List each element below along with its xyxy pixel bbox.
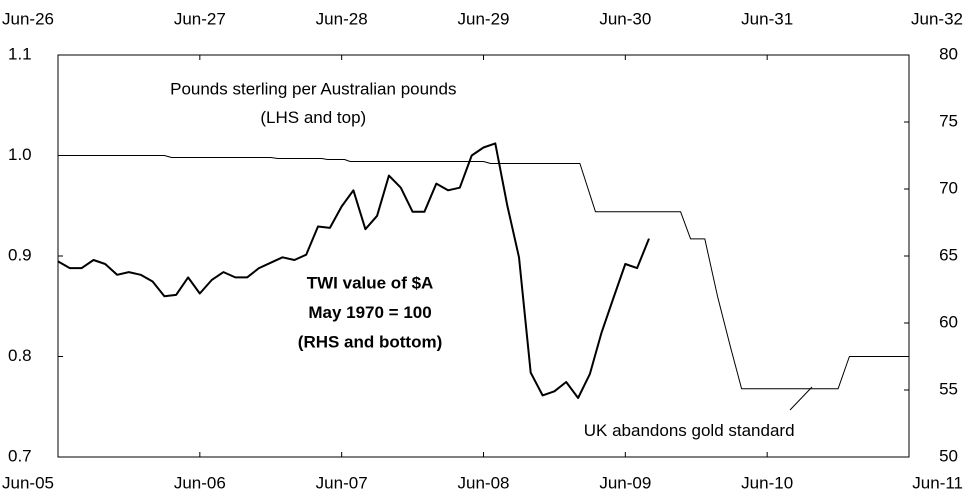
annotation: (LHS and top)	[260, 108, 366, 127]
plot-frame	[57, 54, 910, 458]
x-tick-label: Jun-09	[599, 473, 651, 492]
annotation: TWI value of $A	[307, 274, 434, 293]
x-tick-label: Jun-05	[2, 473, 54, 492]
annotation: (RHS and bottom)	[298, 333, 442, 352]
series-line	[57, 142, 650, 399]
x2-tick-label: Jun-26	[2, 9, 54, 28]
annotation: UK abandons gold standard	[584, 421, 795, 440]
y-tick-label: 0.8	[8, 346, 32, 365]
x2-tick-label: Jun-32	[911, 9, 963, 28]
x2-tick-label: Jun-31	[741, 9, 793, 28]
y2-tick-label: 80	[939, 44, 958, 63]
x2-tick-label: Jun-29	[458, 9, 510, 28]
x2-tick-label: Jun-28	[316, 9, 368, 28]
annotation-pointer	[789, 386, 813, 411]
y2-tick-label: 55	[939, 379, 958, 398]
x-tick-label: Jun-06	[174, 473, 226, 492]
y2-tick-label: 75	[939, 111, 958, 130]
y-tick-label: 0.9	[8, 245, 32, 264]
x-tick-label: Jun-07	[316, 473, 368, 492]
annotation: May 1970 = 100	[308, 303, 431, 322]
y-tick-label: 1.0	[8, 145, 32, 164]
y-tick-label: 0.7	[8, 446, 32, 465]
y-tick-label: 1.1	[8, 44, 32, 63]
x2-tick-label: Jun-27	[174, 9, 226, 28]
x2-tick-label: Jun-30	[599, 9, 651, 28]
y2-tick-label: 50	[939, 446, 958, 465]
annotation: Pounds sterling per Australian pounds	[170, 80, 456, 99]
y2-tick-label: 65	[939, 245, 958, 264]
series-line	[58, 155, 909, 390]
y2-tick-label: 60	[939, 312, 958, 331]
x-tick-label: Jun-11	[912, 473, 963, 492]
x-tick-label: Jun-08	[458, 473, 510, 492]
y2-tick-label: 70	[939, 178, 958, 197]
x-tick-label: Jun-10	[741, 473, 793, 492]
